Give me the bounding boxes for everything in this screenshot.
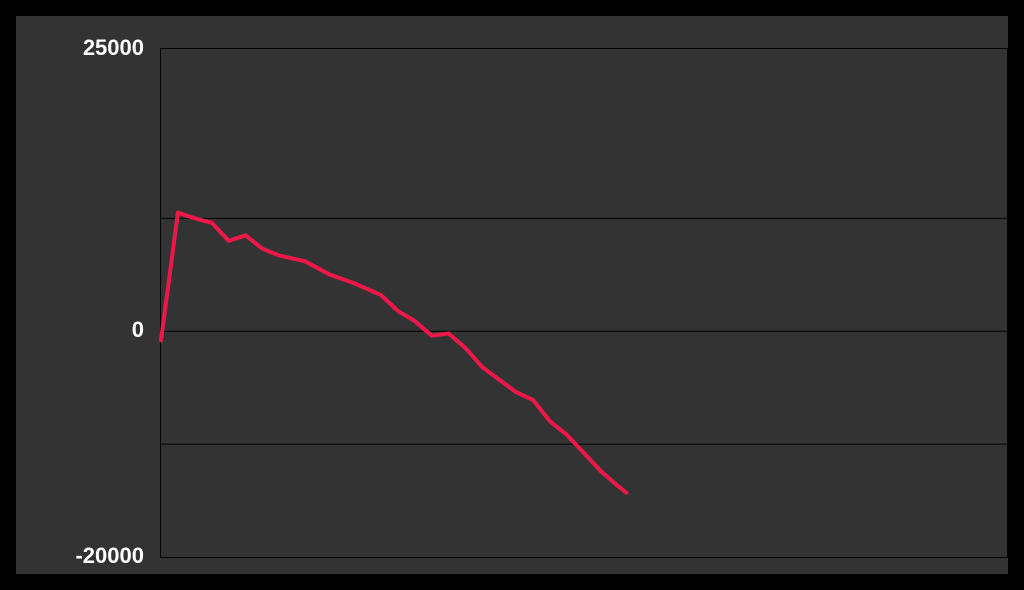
main-series-line <box>161 213 626 493</box>
gridlines-group <box>161 218 1007 444</box>
chart-outer-frame: 25000 0 -20000 <box>0 0 1024 590</box>
plot-area <box>160 48 1008 558</box>
ytick-label-bottom: -20000 <box>24 543 144 569</box>
ytick-label-top: 25000 <box>24 35 144 61</box>
ytick-label-zero: 0 <box>24 317 144 343</box>
chart-panel: 25000 0 -20000 <box>16 16 1008 574</box>
line-layer <box>161 49 1007 557</box>
